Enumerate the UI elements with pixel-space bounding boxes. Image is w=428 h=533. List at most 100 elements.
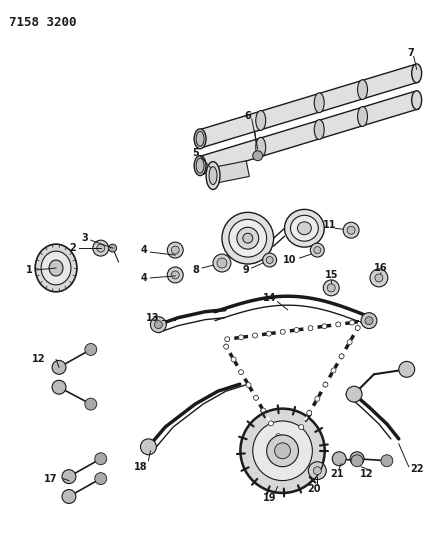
- Ellipse shape: [217, 258, 227, 268]
- Text: 12: 12: [360, 469, 374, 479]
- Circle shape: [52, 360, 66, 374]
- Circle shape: [381, 455, 393, 467]
- Text: 19: 19: [263, 494, 276, 504]
- Ellipse shape: [41, 251, 71, 285]
- Ellipse shape: [291, 215, 318, 241]
- Circle shape: [253, 421, 312, 481]
- Ellipse shape: [167, 267, 183, 283]
- Text: 8: 8: [193, 265, 199, 275]
- Circle shape: [275, 443, 291, 459]
- Circle shape: [62, 489, 76, 504]
- Ellipse shape: [196, 131, 204, 146]
- Ellipse shape: [357, 80, 368, 100]
- Circle shape: [323, 382, 328, 387]
- Circle shape: [309, 462, 326, 480]
- Ellipse shape: [167, 242, 183, 258]
- Ellipse shape: [97, 244, 105, 252]
- Circle shape: [155, 321, 162, 328]
- Ellipse shape: [314, 93, 324, 112]
- Text: 5: 5: [193, 148, 199, 158]
- Circle shape: [336, 322, 341, 327]
- Circle shape: [323, 280, 339, 296]
- Circle shape: [299, 425, 304, 430]
- Ellipse shape: [412, 64, 422, 83]
- Circle shape: [224, 344, 229, 349]
- Polygon shape: [211, 161, 250, 183]
- Circle shape: [361, 313, 377, 328]
- Text: 10: 10: [283, 255, 296, 265]
- Circle shape: [347, 340, 352, 345]
- Polygon shape: [197, 64, 419, 148]
- Circle shape: [332, 452, 346, 466]
- Circle shape: [327, 284, 335, 292]
- Text: 6: 6: [244, 111, 251, 121]
- Circle shape: [346, 386, 362, 402]
- Ellipse shape: [229, 219, 267, 257]
- Ellipse shape: [213, 254, 231, 272]
- Ellipse shape: [35, 244, 77, 292]
- Circle shape: [253, 395, 259, 400]
- Circle shape: [280, 329, 285, 334]
- Circle shape: [150, 317, 166, 333]
- Circle shape: [339, 354, 344, 359]
- Text: 9: 9: [242, 265, 249, 275]
- Circle shape: [350, 320, 355, 325]
- Circle shape: [261, 408, 266, 413]
- Text: 1: 1: [26, 265, 33, 275]
- Ellipse shape: [357, 107, 368, 126]
- Text: 7: 7: [407, 49, 414, 59]
- Ellipse shape: [256, 138, 266, 157]
- Ellipse shape: [194, 156, 206, 175]
- Circle shape: [253, 333, 258, 338]
- Text: 20: 20: [308, 483, 321, 494]
- Circle shape: [370, 269, 388, 287]
- Text: 14: 14: [263, 293, 276, 303]
- Circle shape: [225, 337, 230, 342]
- Ellipse shape: [343, 222, 359, 238]
- Circle shape: [294, 327, 299, 333]
- Circle shape: [315, 396, 320, 401]
- Text: 16: 16: [374, 263, 388, 273]
- Ellipse shape: [49, 260, 63, 276]
- Circle shape: [287, 440, 292, 446]
- Circle shape: [350, 452, 364, 466]
- Circle shape: [267, 435, 298, 467]
- Circle shape: [238, 370, 244, 375]
- Circle shape: [231, 357, 236, 362]
- Circle shape: [85, 398, 97, 410]
- Ellipse shape: [171, 246, 179, 254]
- Circle shape: [62, 470, 76, 483]
- Text: 3: 3: [81, 233, 88, 243]
- Circle shape: [322, 324, 327, 329]
- Ellipse shape: [209, 167, 217, 184]
- Circle shape: [375, 274, 383, 282]
- Ellipse shape: [347, 227, 355, 234]
- Ellipse shape: [310, 243, 324, 257]
- Ellipse shape: [237, 227, 259, 249]
- Ellipse shape: [93, 240, 109, 256]
- Ellipse shape: [266, 256, 273, 263]
- Text: 15: 15: [324, 270, 338, 280]
- Circle shape: [246, 383, 251, 387]
- Circle shape: [140, 439, 156, 455]
- Circle shape: [351, 455, 363, 467]
- Circle shape: [313, 467, 321, 475]
- Text: 7158 3200: 7158 3200: [9, 15, 77, 29]
- Circle shape: [365, 317, 373, 325]
- Ellipse shape: [263, 253, 276, 267]
- Text: 11: 11: [322, 220, 336, 230]
- Ellipse shape: [222, 212, 273, 264]
- Text: 2: 2: [69, 243, 76, 253]
- Ellipse shape: [285, 209, 324, 247]
- Ellipse shape: [206, 161, 220, 190]
- Circle shape: [331, 368, 336, 373]
- Text: 22: 22: [410, 464, 423, 474]
- Circle shape: [355, 326, 360, 330]
- Circle shape: [308, 326, 313, 330]
- Circle shape: [307, 410, 312, 415]
- Ellipse shape: [314, 120, 324, 140]
- Ellipse shape: [171, 271, 179, 279]
- Circle shape: [253, 151, 263, 160]
- Ellipse shape: [297, 222, 311, 235]
- Circle shape: [95, 473, 107, 484]
